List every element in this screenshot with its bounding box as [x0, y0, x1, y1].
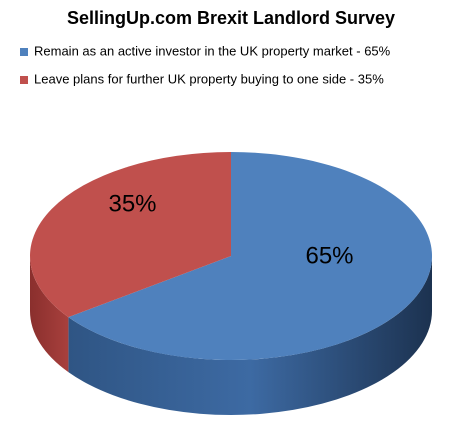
legend-swatch	[20, 48, 28, 56]
chart-title: SellingUp.com Brexit Landlord Survey	[67, 8, 395, 28]
slice	[68, 152, 433, 361]
slice-side	[68, 256, 433, 415]
legend-label: Remain as an active investor in the UK p…	[34, 43, 391, 58]
legend-label: Leave plans for further UK property buyi…	[34, 71, 384, 86]
data-label: 35%	[108, 190, 156, 217]
legend-swatch	[20, 76, 28, 84]
slice	[29, 152, 231, 318]
data-label: 65%	[305, 242, 353, 269]
slice-side	[30, 256, 69, 373]
